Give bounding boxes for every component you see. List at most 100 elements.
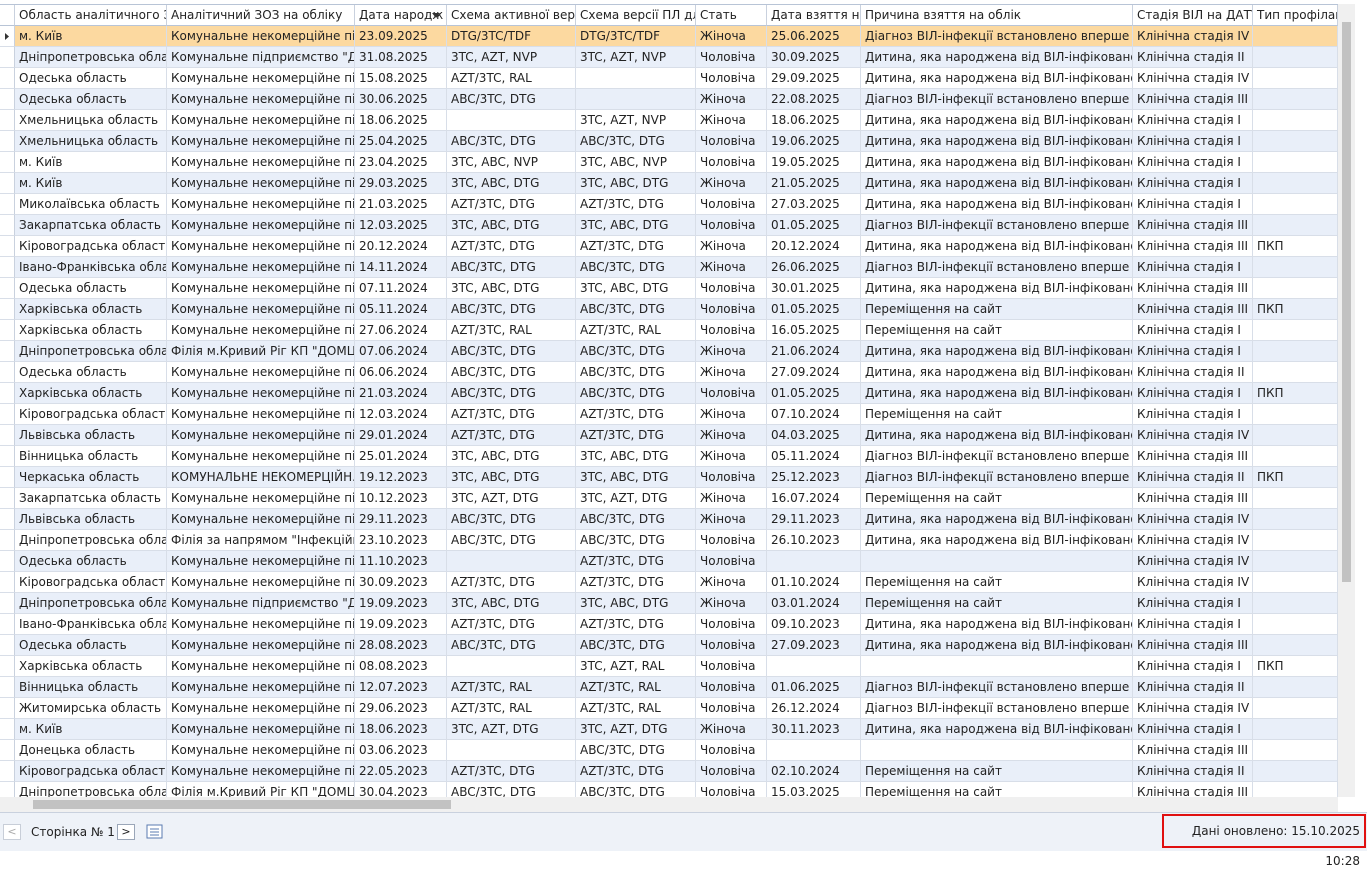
grid-row[interactable]: Харківська область Комунальне некомерційн…	[0, 320, 1338, 341]
grid-row[interactable]: Харківська область Комунальне некомерційн…	[0, 383, 1338, 404]
cell: Дитина, яка народжена від ВІЛ-інфіковано…	[861, 278, 1133, 299]
grid-row[interactable]: Львівська область Комунальне некомерційне…	[0, 509, 1338, 530]
status-label: Дані оновлено: 15.10.2025 10:28	[1162, 814, 1366, 868]
grid-row[interactable]: Одеська область Комунальне некомерційне п…	[0, 551, 1338, 572]
cell: 16.05.2025	[767, 320, 861, 341]
grid-row[interactable]: м. Київ Комунальне некомерційне під... 23.…	[0, 152, 1338, 173]
row-indicator	[0, 299, 15, 320]
grid-row[interactable]: Дніпропетровська обла... Філія за напрямо…	[0, 530, 1338, 551]
grid-row[interactable]: Одеська область Комунальне некомерційне п…	[0, 362, 1338, 383]
cell: 19.09.2023	[355, 614, 447, 635]
cell	[1253, 782, 1338, 798]
cell: м. Київ	[15, 719, 167, 740]
grid-row[interactable]: Івано-Франківська обла... Комунальне неко…	[0, 257, 1338, 278]
grid-row[interactable]: Донецька область Комунальне некомерційне …	[0, 740, 1338, 761]
grid-row[interactable]: Кіровоградська область Комунальне некомер…	[0, 761, 1338, 782]
grid-row[interactable]: Кіровоградська область Комунальне некомер…	[0, 572, 1338, 593]
cell	[447, 656, 576, 677]
cell: AZT/3TC, DTG	[576, 614, 696, 635]
grid-row[interactable]: Одеська область Комунальне некомерційне п…	[0, 278, 1338, 299]
cell: Одеська область	[15, 362, 167, 383]
export-icon[interactable]	[146, 824, 164, 840]
cell: Комунальне некомерційне під...	[167, 656, 355, 677]
grid-row[interactable]: Харківська область Комунальне некомерційн…	[0, 299, 1338, 320]
grid-row[interactable]: Закарпатська область Комунальне некомерці…	[0, 215, 1338, 236]
grid-row[interactable]: Одеська область Комунальне некомерційне п…	[0, 635, 1338, 656]
grid-row[interactable]: Дніпропетровська обла... Комунальне підпр…	[0, 593, 1338, 614]
cell: Вінницька область	[15, 446, 167, 467]
cell	[1253, 719, 1338, 740]
grid-row[interactable]: Дніпропетровська обла... Філія м.Кривий Р…	[0, 341, 1338, 362]
column-header: Стать	[696, 5, 767, 26]
cell	[1253, 614, 1338, 635]
grid-row[interactable]: м. Київ Комунальне некомерційне під... 29.…	[0, 173, 1338, 194]
grid-row[interactable]: Миколаївська область Комунальне некомерці…	[0, 194, 1338, 215]
cell: 14.11.2024	[355, 257, 447, 278]
cell: 01.10.2024	[767, 572, 861, 593]
prev-button[interactable]: <	[3, 824, 21, 840]
grid-row[interactable]: Львівська область Комунальне некомерційне…	[0, 425, 1338, 446]
grid-window: Область аналітичного ЗОЗАналітичний ЗОЗ …	[0, 4, 1367, 868]
cell: 05.11.2024	[355, 299, 447, 320]
cell	[1253, 68, 1338, 89]
cell: ABC/3TC, DTG	[576, 362, 696, 383]
grid-row[interactable]: Кіровоградська область Комунальне некомер…	[0, 404, 1338, 425]
grid-row[interactable]: Житомирська область Комунальне некомерцій…	[0, 698, 1338, 719]
cell: м. Київ	[15, 173, 167, 194]
grid-row[interactable]: Харківська область Комунальне некомерційн…	[0, 656, 1338, 677]
grid-row[interactable]: Кіровоградська область Комунальне некомер…	[0, 236, 1338, 257]
cell: Чоловіча	[696, 383, 767, 404]
grid-row[interactable]: м. Київ Комунальне некомерційне під... 18.…	[0, 719, 1338, 740]
cell: Комунальне некомерційне під...	[167, 68, 355, 89]
vertical-scrollbar[interactable]	[1338, 4, 1355, 797]
cell: Дніпропетровська обла...	[15, 530, 167, 551]
grid-row[interactable]: Вінницька область Комунальне некомерційне…	[0, 677, 1338, 698]
cell	[1253, 194, 1338, 215]
cell: 21.05.2025	[767, 173, 861, 194]
cell: AZT/3TC, RAL	[576, 698, 696, 719]
grid-row[interactable]: Дніпропетровська обла... Комунальне підпр…	[0, 47, 1338, 68]
cell: AZT/3TC, RAL	[447, 68, 576, 89]
data-grid: Область аналітичного ЗОЗАналітичний ЗОЗ …	[0, 4, 1338, 798]
grid-row[interactable]: Дніпропетровська обла... Філія м.Кривий Р…	[0, 782, 1338, 798]
cell: Чоловіча	[696, 278, 767, 299]
cell	[1253, 698, 1338, 719]
grid-row[interactable]: м. Київ Комунальне некомерційне під... 23.…	[0, 26, 1338, 47]
cell: ABC/3TC, DTG	[447, 362, 576, 383]
cell: Дніпропетровська обла...	[15, 782, 167, 798]
row-indicator	[0, 257, 15, 278]
scroll-thumb[interactable]	[1342, 22, 1351, 582]
cell: Харківська область	[15, 383, 167, 404]
next-button[interactable]: >	[117, 824, 135, 840]
cell: ПКП	[1253, 656, 1338, 677]
sort-arrow[interactable]	[432, 13, 440, 19]
row-indicator	[0, 404, 15, 425]
column-header: Область аналітичного ЗОЗ	[15, 5, 167, 26]
cell	[1253, 446, 1338, 467]
cell: Клінічна стадія III	[1133, 446, 1253, 467]
grid-row[interactable]: Хмельницька область Комунальне некомерцій…	[0, 131, 1338, 152]
row-indicator	[0, 593, 15, 614]
cell	[1253, 110, 1338, 131]
row-indicator	[0, 89, 15, 110]
cell: Дитина, яка народжена від ВІЛ-інфіковано…	[861, 131, 1133, 152]
horizontal-scrollbar[interactable]	[0, 797, 1338, 812]
cell: Кіровоградська область	[15, 404, 167, 425]
cell: AZT/3TC, DTG	[576, 425, 696, 446]
cell: Жіноча	[696, 404, 767, 425]
cell	[861, 551, 1133, 572]
column-header: Схема версії ПЛ для	[576, 5, 696, 26]
grid-row[interactable]: Івано-Франківська обла... Комунальне неко…	[0, 614, 1338, 635]
grid-row[interactable]: Закарпатська область Комунальне некомерці…	[0, 488, 1338, 509]
cell: Клінічна стадія I	[1133, 404, 1253, 425]
grid-row[interactable]: Одеська область Комунальне некомерційне п…	[0, 89, 1338, 110]
grid-row[interactable]: Черкаська область КОМУНАЛЬНЕ НЕКОМЕРЦІЙН.…	[0, 467, 1338, 488]
grid-row[interactable]: Хмельницька область Комунальне некомерцій…	[0, 110, 1338, 131]
grid-row[interactable]: Одеська область Комунальне некомерційне п…	[0, 68, 1338, 89]
grid-row[interactable]: Вінницька область Комунальне некомерційне…	[0, 446, 1338, 467]
cell: Одеська область	[15, 278, 167, 299]
scroll-thumb[interactable]	[33, 800, 451, 809]
cell: AZT/3TC, DTG	[576, 572, 696, 593]
cell: AZT/3TC, RAL	[447, 320, 576, 341]
cell: Комунальне некомерційне під...	[167, 215, 355, 236]
